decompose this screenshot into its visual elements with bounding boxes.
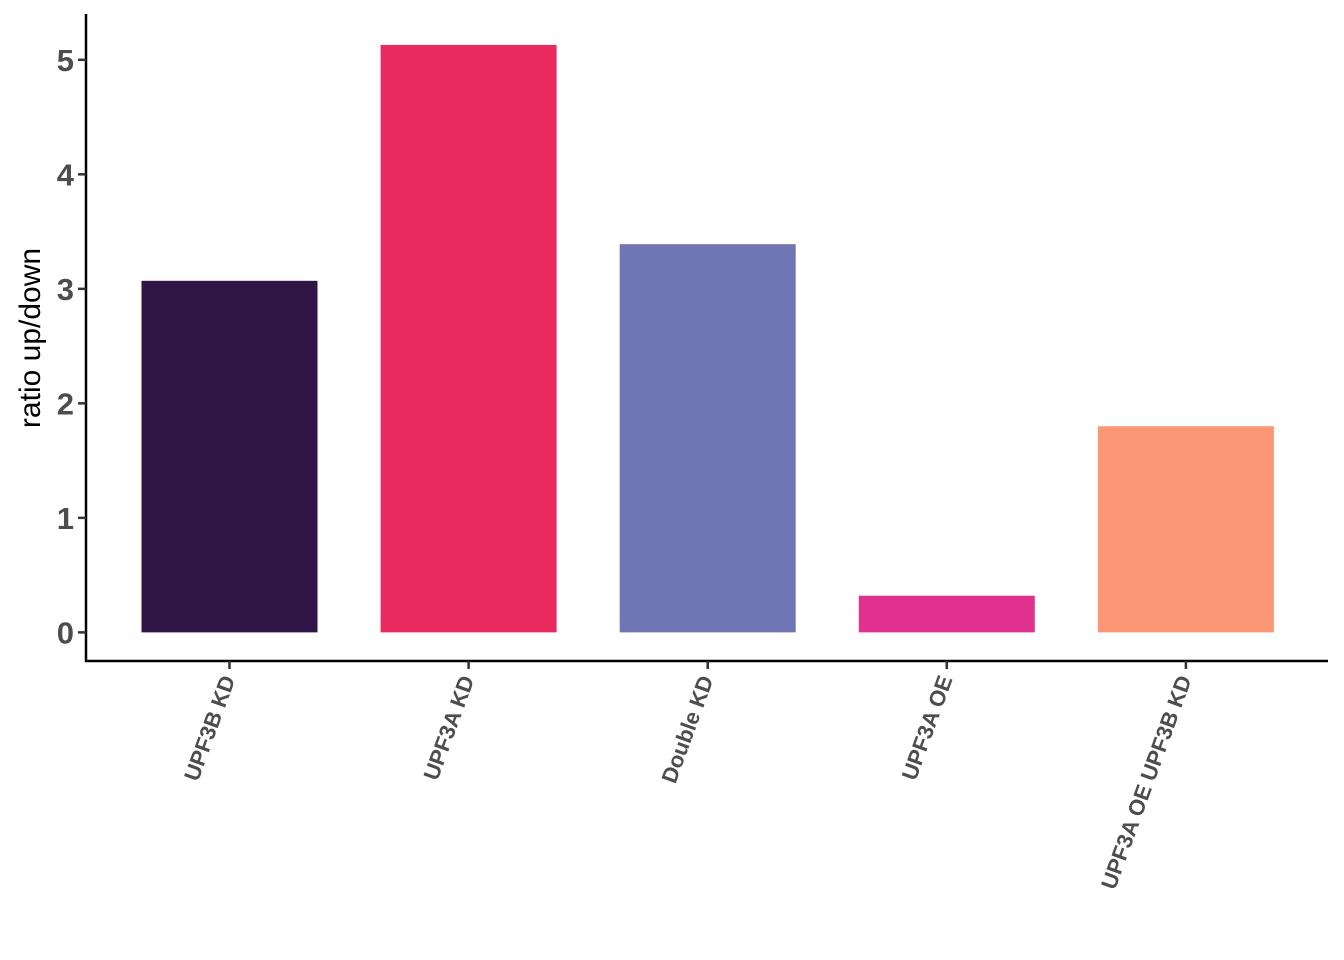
y-tick-label: 5 (57, 43, 74, 78)
x-tick-label: UPF3A KD (418, 672, 479, 783)
bar-upf3b-kd (141, 280, 318, 633)
bar-double-kd (619, 244, 796, 633)
bar-upf3a-oe (858, 595, 1035, 633)
x-tick-label: UPF3B KD (179, 672, 240, 784)
y-axis-ticks: 0 1 2 3 4 5 (57, 43, 86, 650)
y-tick-label: 0 (57, 615, 74, 650)
y-tick-label: 4 (57, 157, 75, 192)
bars (141, 44, 1274, 633)
y-tick-label: 3 (57, 272, 74, 307)
x-tick-label: UPF3A OE (897, 672, 958, 783)
bar-upf3a-oe-upf3b-kd (1097, 426, 1274, 633)
y-axis-title: ratio up/down (14, 248, 47, 428)
y-tick-label: 2 (57, 386, 74, 421)
x-tick-label: UPF3A OE UPF3B KD (1096, 672, 1197, 892)
y-tick-label: 1 (57, 501, 74, 536)
x-tick-label: Double KD (656, 672, 718, 786)
bar-upf3a-kd (380, 44, 557, 633)
x-axis-ticks: UPF3B KD UPF3A KD Double KD UPF3A OE UPF3A O… (179, 661, 1197, 892)
